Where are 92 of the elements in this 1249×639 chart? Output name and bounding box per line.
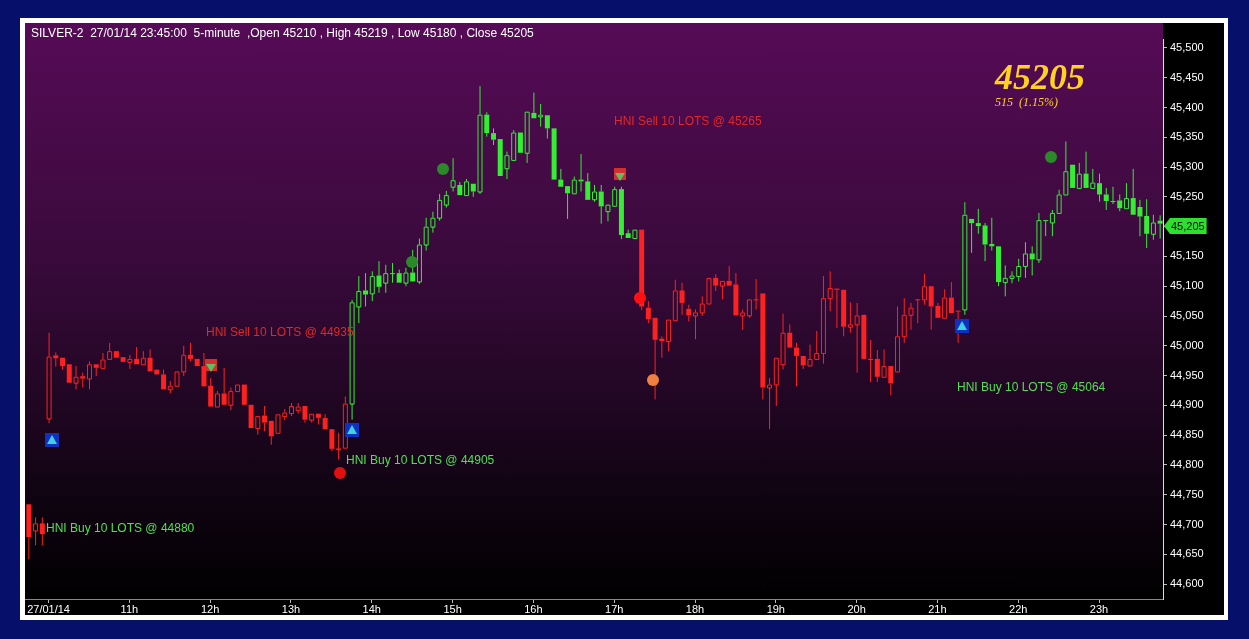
candlestick (1097, 173, 1103, 203)
y-tick-label: 45,350 (1170, 130, 1204, 143)
candlestick (558, 168, 564, 187)
y-tick-label: 45,250 (1170, 189, 1204, 202)
y-tick-label: 45,100 (1170, 279, 1204, 292)
candlestick (33, 516, 39, 546)
y-tick-label: 45,400 (1170, 100, 1204, 113)
x-tick-label: 16h (524, 602, 543, 615)
candlestick (841, 289, 847, 337)
candlestick (26, 504, 32, 560)
candlestick (915, 298, 921, 324)
x-tick-label: 20h (847, 602, 866, 615)
candlestick (464, 178, 470, 197)
candlestick (565, 186, 571, 220)
y-tick-label: 45,000 (1170, 338, 1204, 351)
candlestick (645, 300, 651, 324)
candlestick (517, 132, 523, 153)
candlestick (490, 127, 496, 146)
candlestick (672, 279, 678, 322)
candlestick (39, 516, 45, 546)
candlestick (666, 319, 672, 352)
candlestick (140, 350, 146, 366)
candlestick (329, 429, 335, 452)
candlestick (262, 405, 268, 432)
candlestick (1076, 162, 1082, 189)
candlestick (585, 172, 591, 200)
x-tick-label: 11h (120, 602, 139, 615)
candlestick (1157, 214, 1163, 240)
x-tick-label: 22h (1009, 602, 1028, 615)
candlestick (942, 288, 948, 319)
x-tick-label: 15h (443, 602, 462, 615)
candlestick (1123, 182, 1129, 210)
text: 45,205 (1171, 220, 1205, 233)
candlestick (1022, 241, 1028, 279)
candlestick (1110, 186, 1116, 205)
y-tick-label: 45,150 (1170, 249, 1204, 262)
candlestick (336, 432, 342, 461)
candlestick (948, 281, 954, 314)
y-tick-label: 45,450 (1170, 70, 1204, 83)
y-tick-label: 44,700 (1170, 517, 1204, 530)
candlestick (241, 384, 247, 405)
candlestick (794, 342, 800, 387)
y-tick-label: 45,300 (1170, 160, 1204, 173)
candlestick (921, 273, 927, 306)
candlestick (679, 282, 685, 316)
y-tick-label: 44,850 (1170, 428, 1204, 441)
y-tick-label: 44,650 (1170, 547, 1204, 560)
candlestick (686, 304, 692, 322)
y-tick-label: 44,800 (1170, 457, 1204, 470)
candlestick (1144, 198, 1150, 249)
x-tick-label: 19h (766, 602, 785, 615)
x-tick-label: 21h (928, 602, 947, 615)
x-tick-label: 13h (281, 602, 301, 615)
candlestick (342, 395, 348, 449)
candlestick (693, 308, 699, 340)
candlestick (820, 275, 826, 365)
annotation: HNI Sell 10 LOTS @ 45265 (614, 114, 762, 128)
candlestick (1103, 187, 1109, 211)
x-tick-label: 12h (201, 602, 220, 615)
y-tick-label: 44,600 (1170, 577, 1204, 590)
annotation: HNI Buy 10 LOTS @ 45064 (957, 380, 1106, 394)
annotation: HNI Buy 10 LOTS @ 44880 (46, 521, 195, 535)
candlestick (60, 357, 66, 371)
x-tick-label: 14h (362, 602, 381, 615)
candlestick (975, 208, 981, 235)
candlestick (767, 377, 773, 430)
y-tick-label: 44,900 (1170, 398, 1204, 411)
candlestick (201, 352, 207, 387)
candlestick (538, 103, 544, 128)
x-tick-label: 23h (1089, 602, 1109, 615)
candlestick (955, 310, 961, 344)
y-tick-label: 44,750 (1170, 487, 1204, 500)
candlestick (740, 308, 746, 331)
candlestick (363, 272, 369, 307)
y-tick-label: 44,950 (1170, 368, 1204, 381)
annotation: 515 (1.15%) (995, 95, 1058, 109)
candlestick (895, 305, 901, 373)
candlestick (389, 262, 395, 284)
candlestick (208, 377, 214, 407)
x-tick-label: 18h (685, 602, 705, 615)
chart-title: SILVER-2 27/01/14 23:45:00 5-minute ,Open 45210 , High 45219 , Low 45180 , Close 45205 (31, 26, 534, 40)
annotation: 45205 (994, 57, 1085, 97)
x-tick-label: 17h (605, 602, 624, 615)
y-tick-label: 45,050 (1170, 309, 1204, 322)
candlestick (214, 390, 220, 408)
x-tick-label: 27/01/14 (27, 602, 70, 615)
candlestick (1117, 193, 1123, 212)
candlestick (322, 413, 328, 430)
candlestick (187, 342, 193, 362)
candlestick (194, 358, 200, 367)
y-tick-label: 45,500 (1170, 40, 1204, 53)
annotation: HNI Buy 10 LOTS @ 44905 (346, 453, 495, 467)
